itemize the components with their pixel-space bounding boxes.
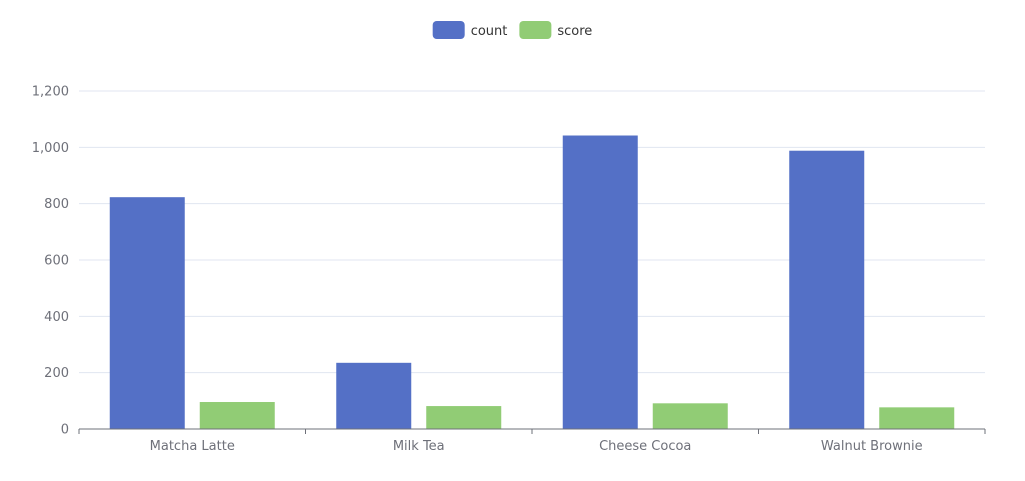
x-tick-label: Walnut Brownie bbox=[821, 439, 923, 454]
y-tick-label: 0 bbox=[61, 423, 69, 438]
y-axis: 0 200 400 600 800 1,000 1,200 bbox=[32, 85, 69, 438]
bar-count bbox=[109, 197, 185, 429]
legend-swatch-score bbox=[519, 21, 552, 39]
y-tick-label: 200 bbox=[44, 366, 69, 381]
bar-score bbox=[426, 406, 502, 429]
x-tick-label: Milk Tea bbox=[393, 439, 445, 454]
legend-item-count: count bbox=[432, 21, 508, 39]
legend-swatch-count bbox=[432, 21, 465, 39]
bar-count bbox=[789, 150, 865, 430]
x-axis: Matcha Latte Milk Tea Cheese Cocoa Walnut B… bbox=[78, 428, 986, 454]
legend-label-score: score bbox=[557, 24, 592, 39]
bar-count bbox=[336, 362, 412, 429]
x-tick-label: Cheese Cocoa bbox=[599, 439, 691, 454]
legend-item-score: score bbox=[519, 21, 592, 39]
x-tick-label: Matcha Latte bbox=[150, 439, 235, 454]
y-tick-label: 800 bbox=[44, 197, 69, 212]
legend: count score bbox=[432, 21, 592, 39]
y-tick-label: 400 bbox=[44, 310, 69, 325]
y-tick-label: 1,000 bbox=[32, 141, 69, 156]
bar-score bbox=[652, 403, 728, 429]
bar-score bbox=[199, 402, 275, 429]
y-tick-label: 600 bbox=[44, 254, 69, 269]
y-tick-label: 1,200 bbox=[32, 85, 69, 100]
bars bbox=[109, 135, 955, 430]
bar-score bbox=[879, 407, 955, 429]
legend-label-count: count bbox=[471, 24, 508, 39]
bar-count bbox=[562, 135, 638, 429]
